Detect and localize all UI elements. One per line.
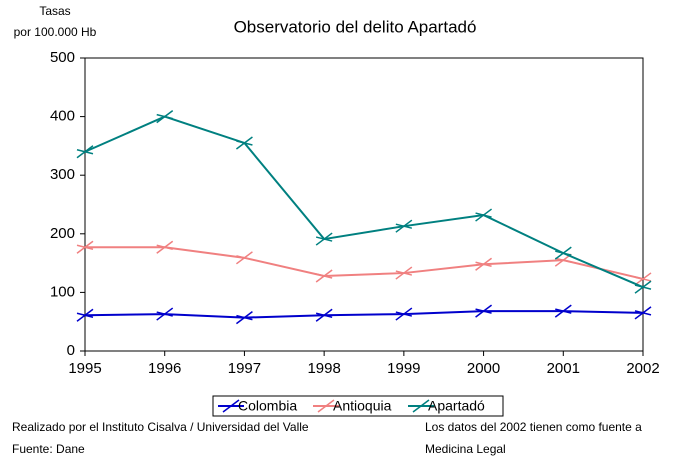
marker <box>235 136 253 150</box>
marker-stroke <box>156 244 173 251</box>
legend-label: Antioquia <box>333 398 392 414</box>
x-tick-label: 2001 <box>547 360 580 377</box>
marker-stroke <box>156 113 173 120</box>
legend-box <box>212 395 504 417</box>
marker-stroke <box>76 244 94 251</box>
chart-title: Observatorio del delito Apartadó <box>234 17 477 36</box>
marker-stroke <box>395 223 413 229</box>
marker <box>156 240 174 254</box>
footnote: Los datos del 2002 tienen como fuente a <box>425 420 642 434</box>
legend-marker <box>317 399 335 413</box>
marker <box>76 308 94 322</box>
marker-stroke <box>634 276 652 282</box>
marker-stroke <box>395 311 413 317</box>
marker <box>315 269 333 283</box>
marker <box>76 240 94 254</box>
marker <box>156 109 174 124</box>
marker-stroke <box>634 310 652 316</box>
x-tick-label: 2000 <box>467 360 500 377</box>
legend-marker <box>222 399 240 413</box>
series-line <box>84 115 644 289</box>
marker-stroke <box>236 140 253 146</box>
marker <box>634 272 652 286</box>
footnote: Realizado por el Instituto Cisalva / Uni… <box>12 420 309 434</box>
legend-label: Apartadó <box>428 398 485 414</box>
x-tick-label: 1995 <box>68 360 101 377</box>
marker <box>395 219 413 233</box>
marker <box>315 308 333 322</box>
marker-stroke <box>555 257 572 263</box>
marker <box>475 208 493 222</box>
marker <box>395 266 413 280</box>
marker-stroke <box>76 312 94 318</box>
marker-stroke <box>236 255 253 261</box>
x-tick-label: 1999 <box>387 360 420 377</box>
marker <box>475 257 493 271</box>
x-tick-label: 1997 <box>228 360 261 377</box>
marker-stroke <box>555 250 572 256</box>
legend-label: Colombia <box>238 398 297 414</box>
marker-stroke <box>555 308 572 314</box>
y-tick-label: 0 <box>67 342 75 359</box>
y-tick-label: 500 <box>50 49 75 66</box>
marker <box>554 246 572 260</box>
marker <box>395 307 413 321</box>
y-tick-label: 400 <box>50 108 75 125</box>
y-tick-label: 200 <box>50 225 75 242</box>
marker <box>76 145 94 159</box>
marker-stroke <box>315 236 333 242</box>
marker-stroke <box>395 270 413 276</box>
y-axis-label: por 100.000 Hb <box>14 25 97 39</box>
marker-stroke <box>475 261 492 267</box>
footnote: Fuente: Dane <box>12 442 85 456</box>
plot-frame <box>84 57 644 352</box>
marker-stroke <box>315 273 333 279</box>
y-tick-label: 100 <box>50 283 75 300</box>
marker <box>235 251 253 265</box>
marker <box>634 280 652 294</box>
series-line <box>85 246 644 280</box>
marker-stroke <box>475 308 492 314</box>
y-axis-label: Tasas <box>39 4 70 18</box>
marker-stroke <box>634 284 652 290</box>
marker-stroke <box>156 311 173 317</box>
marker-stroke <box>76 149 94 155</box>
marker-stroke <box>315 312 333 318</box>
marker <box>554 304 572 318</box>
x-tick-label: 1998 <box>307 360 340 377</box>
marker <box>315 232 333 246</box>
x-tick-label: 1996 <box>148 360 181 377</box>
marker-stroke <box>236 314 253 321</box>
y-tick-label: 300 <box>50 166 75 183</box>
marker <box>475 304 493 318</box>
x-tick-label: 2002 <box>626 360 659 377</box>
series-line <box>84 310 644 319</box>
marker-stroke <box>475 212 492 218</box>
marker <box>156 307 174 321</box>
marker <box>634 306 652 320</box>
footnote: Medicina Legal <box>425 442 506 456</box>
legend-marker <box>412 399 430 413</box>
marker <box>235 310 253 325</box>
